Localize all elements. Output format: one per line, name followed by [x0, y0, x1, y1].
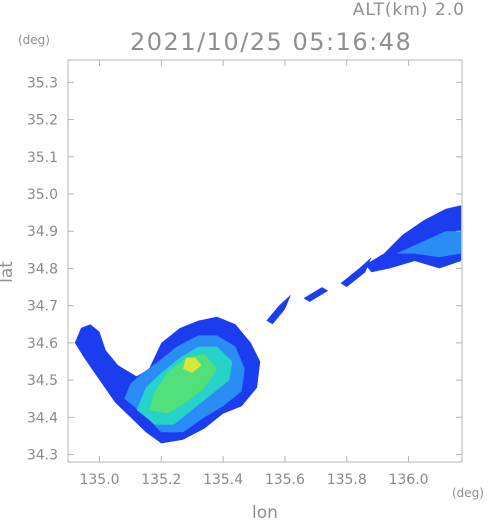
x-tick-label: 135.4 [203, 472, 243, 488]
x-axis-label: lon [252, 503, 278, 523]
y-tick-label: 34.4 [27, 410, 58, 426]
echo-connector-2 [303, 287, 329, 302]
axis-ticks: 135.0 135.2 135.4 135.6 135.8 136.0 34.3 34.4 34… [27, 60, 462, 488]
x-tick-label: 135.6 [265, 472, 305, 488]
x-tick-label: 135.2 [141, 472, 181, 488]
y-tick-label: 35.3 [27, 75, 58, 91]
y-tick-label: 34.6 [27, 336, 58, 352]
echo-connector-1 [266, 294, 292, 325]
echo-core-cell [183, 357, 202, 373]
y-tick-label: 34.8 [27, 261, 58, 277]
echo-connector-3 [340, 257, 372, 288]
plot-frame [67, 59, 463, 463]
y-tick-label: 34.9 [27, 224, 58, 240]
scan-datetime: 2021/10/25 05:16:48 [130, 28, 413, 56]
echo-regions [74, 205, 462, 444]
y-tick-label: 35.2 [27, 113, 58, 129]
y-tick-label: 34.5 [27, 373, 58, 389]
x-axis-unit: (deg) [452, 486, 484, 500]
echo-strong-band [149, 354, 217, 414]
y-tick-label: 34.3 [27, 448, 58, 464]
y-axis-unit: (deg) [18, 33, 50, 47]
echo-northeast-inner [396, 231, 462, 258]
y-tick-label: 34.7 [27, 299, 58, 315]
y-tick-label: 35.0 [27, 187, 58, 203]
y-tick-label: 35.1 [27, 150, 58, 166]
altitude-label: ALT(km) 2.0 [352, 0, 465, 20]
x-tick-label: 135.8 [327, 472, 367, 488]
x-tick-label: 136.0 [388, 472, 428, 488]
x-tick-label: 135.0 [79, 472, 119, 488]
